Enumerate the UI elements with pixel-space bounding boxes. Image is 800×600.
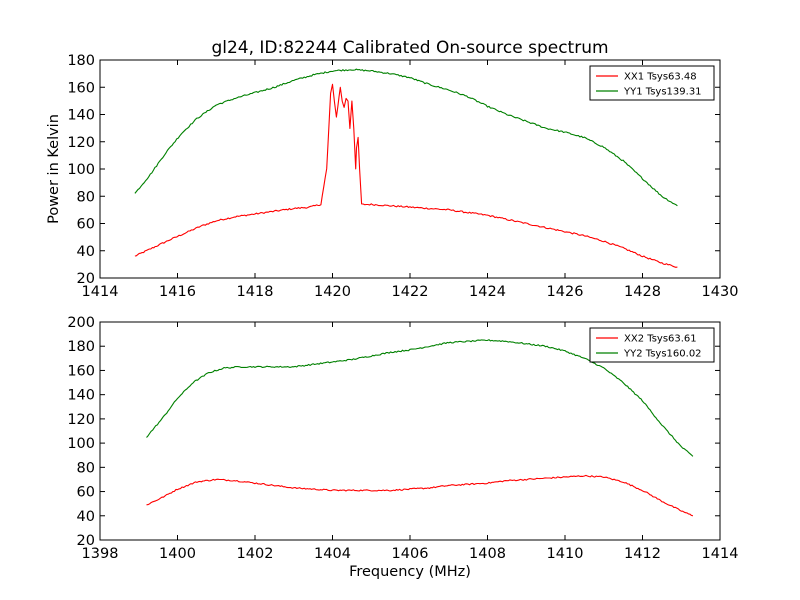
x-tick-label: 1398 xyxy=(82,546,119,562)
y-tick-label: 20 xyxy=(77,533,95,549)
x-tick-label: 1414 xyxy=(702,546,739,562)
plots: 1414 1416 1418 1420 1422 1424 1426 1428 1430 20 40… xyxy=(67,53,738,562)
legend: XX2 Tsys63.61 YY2 Tsys160.02 xyxy=(589,327,715,363)
y-tick-label: 60 xyxy=(77,217,95,233)
y-tick-label: 20 xyxy=(77,271,95,287)
x-tick-label: 1400 xyxy=(159,546,196,562)
figure-title: gl24, ID:82244 Calibrated On-source spec… xyxy=(211,38,608,58)
x-tick-label: 1426 xyxy=(547,284,584,300)
x-tick-label: 1430 xyxy=(702,284,739,300)
x-tick-label: 1424 xyxy=(469,284,506,300)
y-tick-label: 160 xyxy=(67,363,95,379)
x-tick-label: 1428 xyxy=(624,284,661,300)
x-axis-label: Frequency (MHz) xyxy=(349,564,471,580)
legend: XX1 Tsys63.48 YY1 Tsys139.31 xyxy=(589,65,715,101)
y-tick-label: 180 xyxy=(67,339,95,355)
y-tick-label: 120 xyxy=(67,412,95,428)
series-line-1 xyxy=(146,474,694,517)
y-tick-label: 200 xyxy=(67,315,95,331)
y-tick-label: 80 xyxy=(77,189,95,205)
y-axis-label: Power in Kelvin xyxy=(46,114,62,224)
x-tick-label: 1410 xyxy=(547,546,584,562)
plot-2: 1398 1400 1402 1404 1406 1408 1410 1412 1414 20 40… xyxy=(67,315,738,562)
y-tick-label: 40 xyxy=(77,509,95,525)
y-tick-label: 140 xyxy=(67,108,95,124)
y-tick-label: 60 xyxy=(77,485,95,501)
x-tick-label: 1422 xyxy=(392,284,429,300)
legend-label: XX1 Tsys63.48 xyxy=(624,72,697,83)
legend-label: YY2 Tsys160.02 xyxy=(623,349,702,360)
y-tick-label: 40 xyxy=(77,244,95,260)
legend-label: XX2 Tsys63.61 xyxy=(624,334,697,345)
x-tick-label: 1402 xyxy=(237,546,274,562)
x-tick-label: 1406 xyxy=(392,546,429,562)
x-tick-label: 1420 xyxy=(314,284,351,300)
y-tick-label: 100 xyxy=(67,436,95,452)
series-line-1 xyxy=(134,83,678,268)
legend-box xyxy=(589,65,715,101)
y-tick-label: 180 xyxy=(67,53,95,69)
legend-box xyxy=(589,327,715,363)
x-tick-label: 1416 xyxy=(159,284,196,300)
x-tick-label: 1408 xyxy=(469,546,506,562)
legend-label: YY1 Tsys139.31 xyxy=(623,87,702,98)
y-tick-label: 160 xyxy=(67,80,95,96)
y-tick-label: 120 xyxy=(67,135,95,151)
y-tick-label: 140 xyxy=(67,388,95,404)
series-line-2 xyxy=(146,339,694,457)
x-tick-label: 1418 xyxy=(237,284,274,300)
y-tick-label: 100 xyxy=(67,162,95,178)
plot-1: 1414 1416 1418 1420 1422 1424 1426 1428 1430 20 40… xyxy=(67,53,738,300)
x-tick-label: 1414 xyxy=(82,284,119,300)
x-tick-label: 1404 xyxy=(314,546,351,562)
y-tick-label: 80 xyxy=(77,460,95,476)
series-line-2 xyxy=(134,68,678,207)
x-tick-label: 1412 xyxy=(624,546,661,562)
